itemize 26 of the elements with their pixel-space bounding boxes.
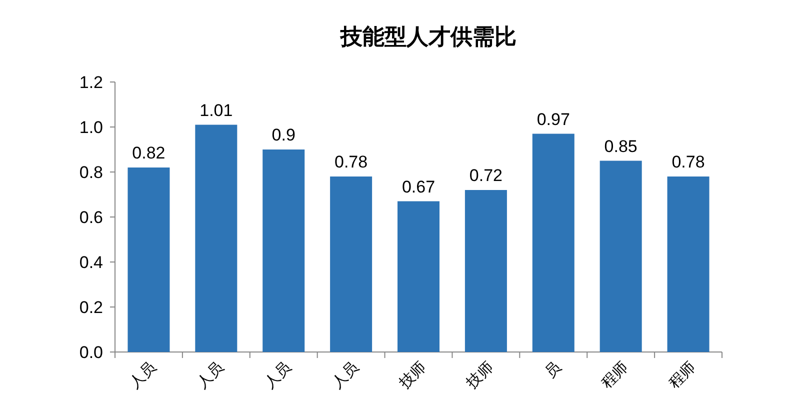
data-label: 0.9 — [272, 126, 296, 144]
data-label: 1.01 — [200, 100, 233, 120]
x-tick-label: 人员 — [126, 358, 160, 392]
y-tick-label: 0.2 — [79, 298, 103, 317]
x-tick-label: 技师 — [395, 358, 430, 393]
x-tick-label: 人员 — [261, 358, 294, 392]
y-tick-label: 0.6 — [79, 208, 103, 227]
data-label: 0.97 — [536, 110, 570, 129]
data-label: 0.85 — [604, 136, 638, 156]
y-tick-label: 0.4 — [79, 253, 103, 272]
y-tick-label: 0.8 — [79, 163, 103, 182]
x-tick-label: 人员 — [194, 358, 227, 392]
data-label: 0.67 — [402, 177, 436, 196]
x-tick-label: 员 — [542, 358, 564, 382]
data-label: 0.72 — [469, 166, 502, 185]
y-tick-label: 1.2 — [79, 73, 103, 92]
data-label: 0.82 — [132, 144, 166, 162]
x-tick-label: 程师 — [666, 358, 700, 392]
x-tick-label: 程师 — [598, 358, 632, 392]
y-tick-label: 1.0 — [79, 118, 103, 137]
data-label: 0.78 — [334, 152, 368, 172]
x-tick-label: 技师 — [462, 358, 497, 393]
title: 技能型人才供需比 — [340, 24, 516, 49]
y-tick-label: 0.0 — [79, 343, 103, 362]
x-tick-label: 人员 — [328, 358, 362, 392]
data-label: 0.78 — [672, 152, 705, 172]
